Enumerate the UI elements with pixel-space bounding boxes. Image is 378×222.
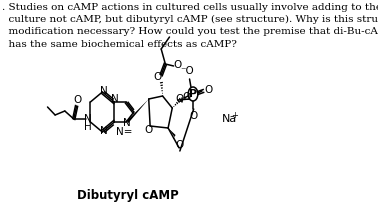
Text: O: O xyxy=(205,85,213,95)
Text: Na: Na xyxy=(222,114,237,124)
Text: N: N xyxy=(123,118,131,128)
Text: Dibutyryl cAMP: Dibutyryl cAMP xyxy=(77,188,179,202)
Text: N: N xyxy=(84,114,92,124)
Polygon shape xyxy=(127,99,149,123)
Text: N=: N= xyxy=(116,127,133,137)
Text: O: O xyxy=(189,111,197,121)
Text: H: H xyxy=(84,122,92,132)
Text: N: N xyxy=(100,86,108,96)
Text: . Studies on cAMP actions in cultured cells usually involve adding to the cell
 : . Studies on cAMP actions in cultured ce… xyxy=(2,3,378,49)
Text: N: N xyxy=(111,94,119,104)
Text: P: P xyxy=(189,89,197,99)
Text: O: O xyxy=(175,94,183,104)
Text: N: N xyxy=(100,126,108,136)
Polygon shape xyxy=(168,128,175,137)
Text: O: O xyxy=(153,72,162,82)
Text: +: + xyxy=(231,111,238,121)
Text: O: O xyxy=(144,125,152,135)
Text: O: O xyxy=(174,60,182,70)
Text: ⁻O: ⁻O xyxy=(180,66,194,76)
Text: O: O xyxy=(175,140,183,150)
Text: O: O xyxy=(182,92,190,102)
Text: O: O xyxy=(74,95,82,105)
